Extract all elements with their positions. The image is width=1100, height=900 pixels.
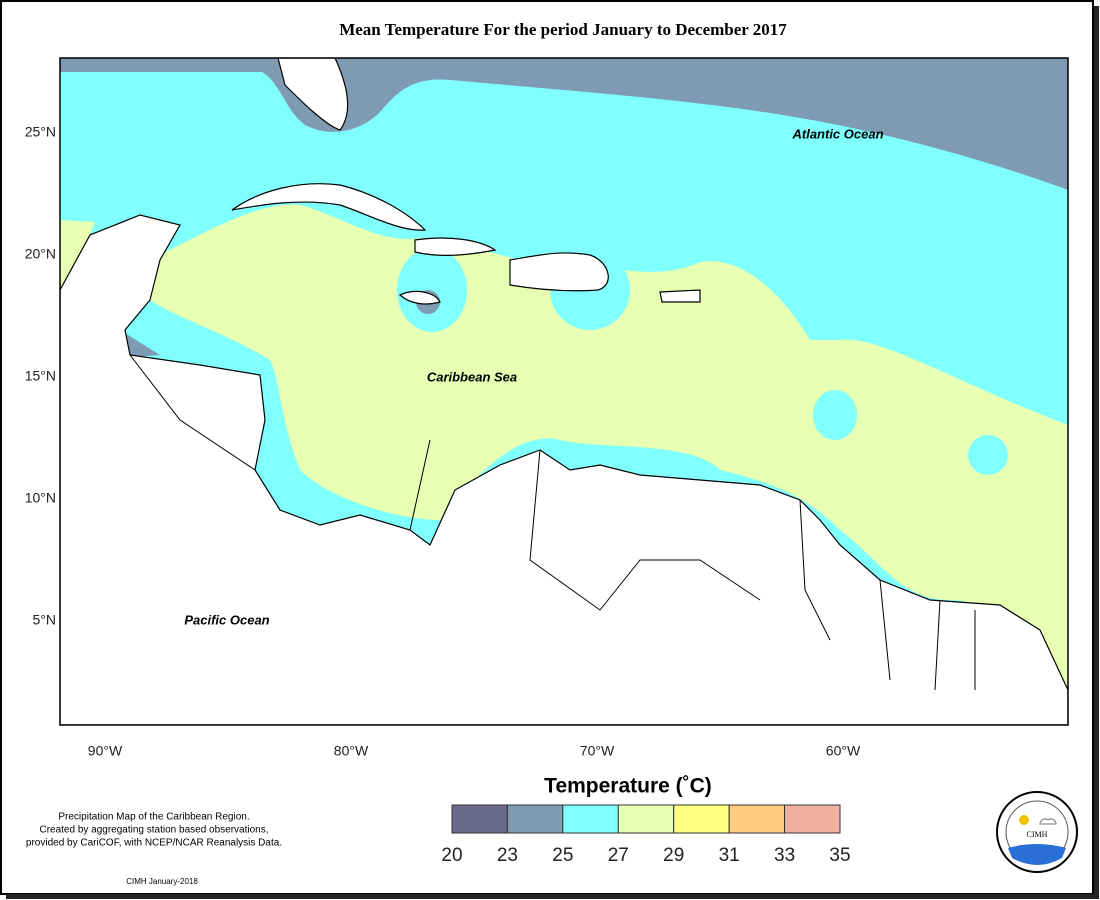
border	[129, 354, 976, 691]
logo-cloud	[1039, 818, 1057, 825]
land	[231, 183, 427, 231]
map: Atlantic Ocean Caribbean Sea Pacific Oce…	[25, 57, 1069, 759]
frame-shadow	[6, 894, 1099, 899]
legend-tick-label: 31	[719, 845, 740, 866]
land	[60, 214, 1068, 725]
land	[414, 237, 497, 256]
legend: Temperature (˚C) 20 23 25 27 29 31 33 35	[441, 775, 850, 866]
legend-swatch	[451, 804, 508, 834]
legend-tick-label: 25	[552, 845, 573, 866]
credit: CIMH January-2018	[126, 877, 198, 886]
map-title: Mean Temperature For the period January …	[339, 20, 787, 39]
logo-text: CIMH	[1027, 830, 1048, 839]
land	[398, 290, 441, 305]
legend-tick-label: 27	[608, 845, 629, 866]
temperature-region	[397, 248, 467, 332]
footnote: Precipitation Map of the Caribbean Regio…	[58, 812, 249, 823]
logo: CIMH	[996, 791, 1078, 873]
logo-sun	[1019, 815, 1029, 825]
legend-tick-label: 33	[774, 845, 795, 866]
lon-label: 60°W	[826, 743, 861, 759]
lat-label: 25°N	[25, 124, 56, 140]
temperature-region	[150, 204, 1068, 691]
legend-swatch	[617, 804, 675, 834]
temperature-region	[968, 435, 1008, 475]
legend-tick-label: 20	[441, 845, 462, 866]
legend-swatch	[562, 804, 619, 834]
temperature-region	[813, 390, 857, 440]
land	[277, 58, 349, 131]
ocean-label: Pacific Ocean	[184, 612, 269, 627]
lat-label: 5°N	[33, 612, 57, 628]
legend-swatch	[728, 804, 786, 834]
frame-shadow	[1094, 6, 1099, 899]
logo-water	[1008, 844, 1066, 865]
legend-tick-label: 23	[497, 845, 518, 866]
lat-label: 20°N	[25, 246, 56, 262]
lon-label: 80°W	[334, 743, 369, 759]
legend-swatch	[673, 804, 730, 834]
legend-swatch	[506, 804, 564, 834]
footnote: provided by CariCOF, with NCEP/NCAR Rean…	[26, 838, 282, 849]
legend-swatch	[784, 804, 841, 834]
lat-label: 15°N	[25, 368, 56, 384]
legend-tick-label: 35	[829, 845, 850, 866]
land	[509, 252, 609, 292]
temperature-region	[120, 330, 160, 358]
lon-label: 70°W	[580, 743, 615, 759]
ocean-label: Atlantic Ocean	[791, 126, 883, 141]
lat-label: 10°N	[25, 490, 56, 506]
map-frame	[59, 57, 1069, 726]
legend-title: Temperature (˚C)	[544, 775, 712, 798]
land	[659, 289, 701, 303]
lon-label: 90°W	[88, 743, 123, 759]
legend-tick-label: 29	[663, 845, 684, 866]
footnote: Created by aggregating station based obs…	[39, 825, 268, 836]
ocean-label: Caribbean Sea	[427, 369, 517, 384]
temperature-region	[60, 220, 95, 290]
